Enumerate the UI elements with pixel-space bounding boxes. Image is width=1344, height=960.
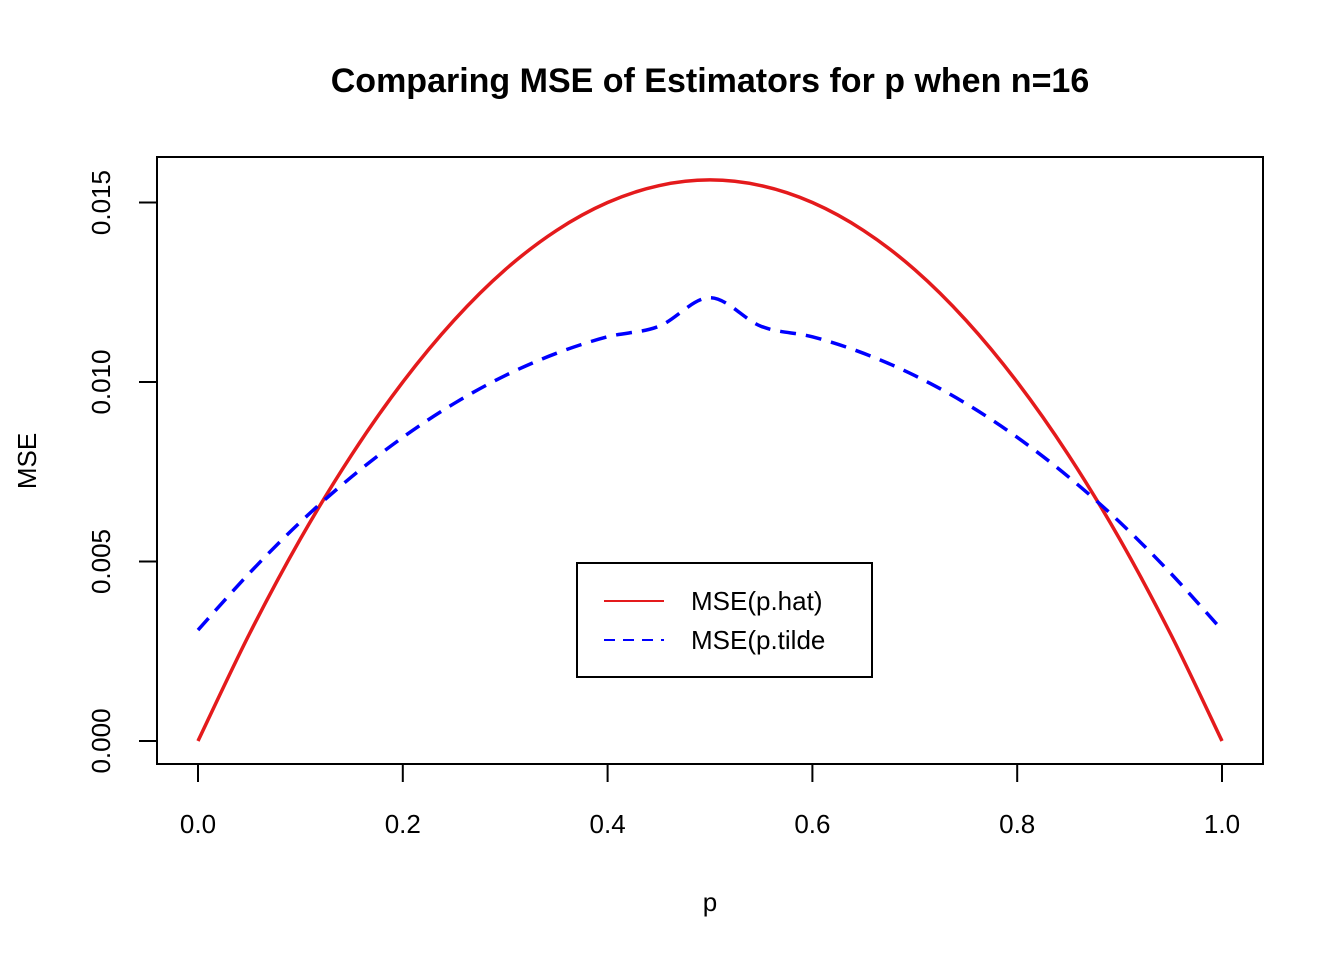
x-tick-label: 0.8 (999, 809, 1035, 839)
y-tick-label: 0.015 (86, 170, 116, 235)
legend: MSE(p.hat) MSE(p.tilde (576, 562, 873, 678)
x-tick-label: 0.2 (385, 809, 421, 839)
x-tick-label: 0.6 (794, 809, 830, 839)
y-axis: 0.000 0.005 0.010 0.015 (86, 170, 158, 774)
y-tick-label: 0.010 (86, 349, 116, 414)
x-axis-label: p (703, 887, 717, 917)
chart-title: Comparing MSE of Estimators for p when n… (331, 62, 1090, 100)
x-axis: 0.0 0.2 0.4 0.6 0.8 1.0 (180, 763, 1240, 839)
legend-label-mse-p-tilde: MSE(p.tilde (691, 625, 825, 655)
y-tick-label: 0.005 (86, 529, 116, 594)
y-axis-label: MSE (12, 433, 42, 489)
y-tick-label: 0.000 (86, 708, 116, 773)
legend-box (576, 562, 873, 678)
x-tick-label: 1.0 (1204, 809, 1240, 839)
x-tick-label: 0.0 (180, 809, 216, 839)
series-layer (196, 178, 1224, 742)
series-line-mse-p-tilde (196, 295, 1224, 632)
x-tick-label: 0.4 (590, 809, 626, 839)
legend-label-mse-p-hat: MSE(p.hat) (691, 586, 823, 616)
series-line-mse-p-hat (196, 178, 1224, 742)
